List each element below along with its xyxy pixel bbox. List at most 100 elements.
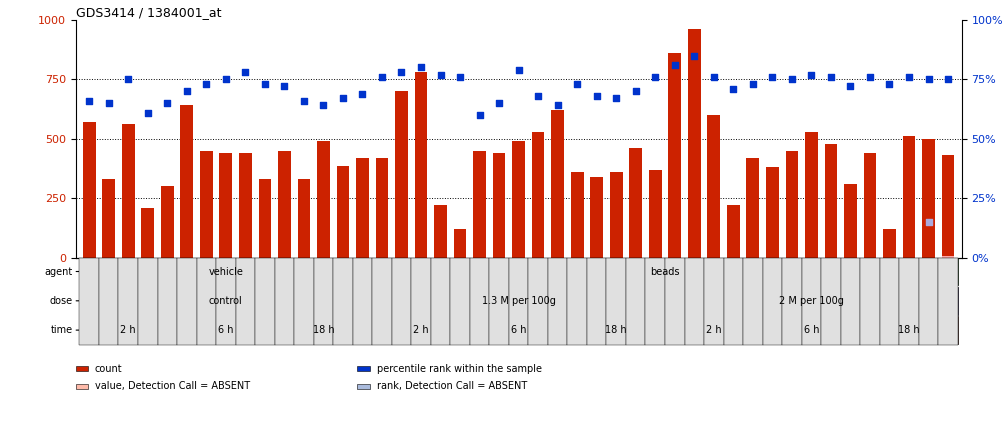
Point [511, 66, 527, 73]
Point [354, 90, 371, 97]
Point [745, 80, 761, 87]
Point [413, 64, 429, 71]
Point [101, 99, 117, 107]
Bar [669, 53, 681, 258]
Bar [649, 170, 662, 258]
Bar [83, 122, 96, 258]
Point [550, 102, 566, 109]
Bar [141, 208, 154, 258]
Text: 18 h: 18 h [898, 325, 919, 335]
Bar [513, 141, 525, 258]
Bar [785, 151, 799, 258]
Bar [317, 141, 329, 258]
Bar [395, 91, 408, 258]
Bar [746, 158, 759, 258]
Bar [688, 29, 701, 258]
Bar [825, 143, 837, 258]
Text: time: time [50, 325, 73, 335]
Point [452, 73, 468, 80]
Bar [259, 179, 271, 258]
Bar [805, 131, 818, 258]
Bar [297, 179, 310, 258]
Bar [220, 153, 233, 258]
Point [140, 109, 156, 116]
Bar [473, 151, 486, 258]
Bar [122, 124, 135, 258]
Bar [883, 229, 896, 258]
Text: percentile rank within the sample: percentile rank within the sample [377, 364, 542, 373]
Text: 2 M per 100g: 2 M per 100g [779, 296, 844, 306]
Point [238, 69, 254, 76]
Bar [551, 110, 564, 258]
Bar [942, 256, 955, 258]
Text: 2 h: 2 h [121, 325, 136, 335]
Point [764, 73, 780, 80]
Point [686, 52, 702, 59]
Point [530, 92, 546, 99]
Point [920, 76, 937, 83]
Text: 18 h: 18 h [312, 325, 334, 335]
Point [159, 99, 175, 107]
Point [804, 71, 820, 78]
Text: 2 h: 2 h [413, 325, 429, 335]
Text: beads: beads [651, 266, 680, 277]
Bar [434, 205, 447, 258]
Text: rank, Detection Call = ABSENT: rank, Detection Call = ABSENT [377, 381, 527, 391]
Bar [610, 172, 622, 258]
Point [940, 76, 956, 83]
Text: 1.3 M per 100g: 1.3 M per 100g [481, 296, 556, 306]
Bar [766, 167, 778, 258]
Point [881, 80, 897, 87]
Bar [532, 131, 545, 258]
Bar [336, 166, 349, 258]
Point [471, 111, 487, 119]
Text: 2 h: 2 h [706, 325, 722, 335]
Point [783, 76, 800, 83]
Bar [590, 177, 603, 258]
Bar [942, 155, 955, 258]
Point [648, 73, 664, 80]
Text: 6 h: 6 h [511, 325, 527, 335]
Point [569, 80, 585, 87]
Bar [278, 151, 291, 258]
Text: control: control [208, 296, 243, 306]
Bar [708, 115, 720, 258]
Point [608, 95, 624, 102]
Bar [902, 136, 915, 258]
Bar [161, 186, 173, 258]
Point [315, 102, 331, 109]
Point [120, 76, 136, 83]
Point [491, 99, 508, 107]
Point [276, 83, 292, 90]
Point [374, 73, 390, 80]
Point [82, 97, 98, 104]
Bar [200, 151, 212, 258]
Bar [415, 72, 427, 258]
Bar [571, 172, 583, 258]
Text: vehicle: vehicle [208, 266, 244, 277]
Bar [922, 139, 934, 258]
Bar [239, 153, 252, 258]
Bar [864, 153, 876, 258]
Bar [844, 184, 857, 258]
Text: count: count [95, 364, 122, 373]
Point [706, 73, 722, 80]
Bar [103, 179, 115, 258]
Text: GDS3414 / 1384001_at: GDS3414 / 1384001_at [76, 6, 221, 19]
Text: 18 h: 18 h [605, 325, 627, 335]
Bar [356, 158, 369, 258]
Point [335, 95, 351, 102]
Point [198, 80, 214, 87]
Text: value, Detection Call = ABSENT: value, Detection Call = ABSENT [95, 381, 250, 391]
Point [296, 97, 312, 104]
Point [257, 80, 273, 87]
Point [432, 71, 448, 78]
Bar [629, 148, 642, 258]
Point [589, 92, 605, 99]
Bar [727, 205, 740, 258]
Text: dose: dose [49, 296, 73, 306]
Bar [492, 153, 506, 258]
Bar [454, 229, 466, 258]
Text: agent: agent [44, 266, 73, 277]
Point [843, 83, 859, 90]
